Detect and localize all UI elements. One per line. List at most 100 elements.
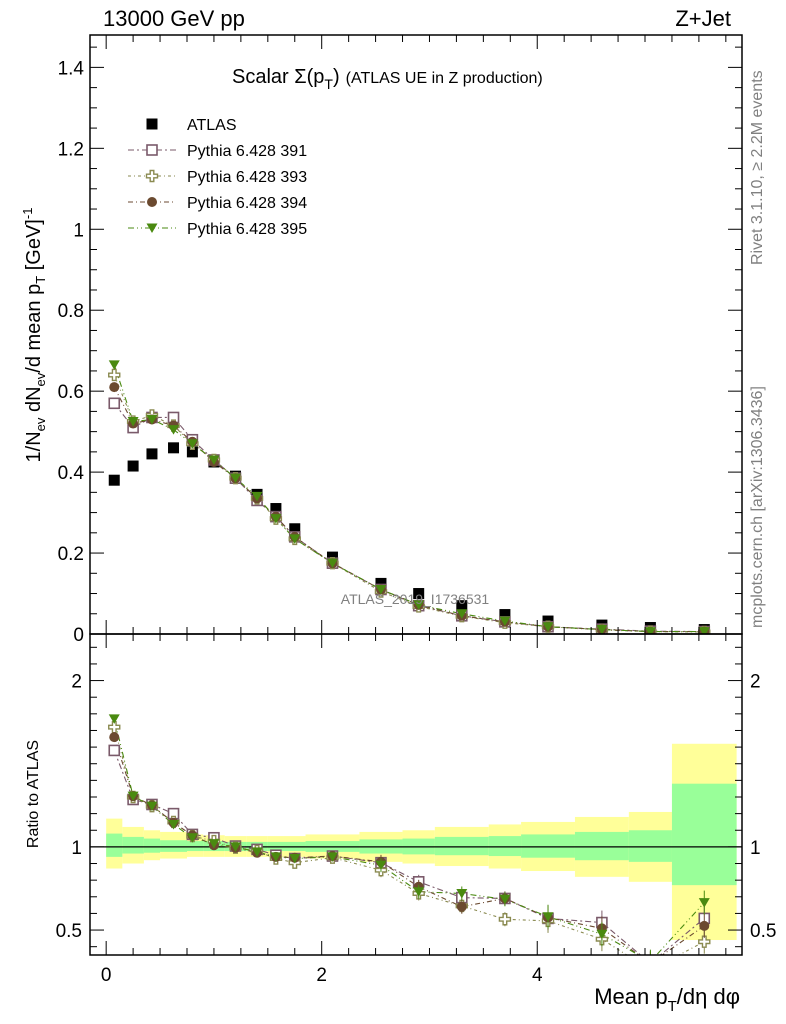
band-green-13 bbox=[434, 836, 489, 856]
ratio-point-s3-16 bbox=[596, 929, 608, 940]
rivet-label: Rivet 3.1.10, ≥ 2.2M events bbox=[749, 70, 766, 265]
ratio-panel: 0.5 0.5 1 1 2 2 0 2 4 Ratio to ATLAS Mean pT/dη … bbox=[25, 633, 776, 1015]
chart-title: Scalar Σ(pT) (ATLAS UE in Z production) bbox=[232, 66, 543, 92]
main-point-s4-10 bbox=[326, 558, 338, 569]
ratio-point-s3-5 bbox=[208, 839, 220, 849]
x-axis-label: Mean pT/dη dφ bbox=[594, 984, 740, 1015]
mcplots-label: mcplots.cern.ch [arXiv:1306.3436] bbox=[749, 386, 766, 628]
ratio-ytick-label-right: 1 bbox=[750, 838, 761, 859]
main-point-s2-0 bbox=[108, 368, 121, 382]
ratio-ytick-label-right: 0.5 bbox=[750, 921, 776, 942]
main-point-s0-0 bbox=[108, 474, 120, 486]
main-point-s0-2 bbox=[146, 448, 158, 460]
ratio-axes: 0.5 0.5 1 1 2 2 0 2 4 bbox=[56, 634, 776, 986]
ratio-point-s3-6 bbox=[229, 842, 241, 852]
ratio-point-s3-13 bbox=[456, 888, 468, 899]
ratio-point-s3-4 bbox=[186, 833, 198, 843]
main-marks bbox=[108, 360, 711, 634]
main-ytick-label: 0 bbox=[73, 625, 84, 646]
x-tick-label: 2 bbox=[316, 965, 327, 986]
ratio-point-s3-9 bbox=[289, 854, 301, 864]
ratio-point-s3-0 bbox=[108, 714, 120, 724]
main-point-s4-16 bbox=[596, 625, 608, 634]
main-point-s0-1 bbox=[127, 460, 139, 472]
ratio-point-s2-13 bbox=[456, 901, 467, 912]
band-green-16 bbox=[574, 831, 629, 861]
main-point-s4-14 bbox=[499, 616, 511, 627]
band-green-2 bbox=[143, 838, 161, 853]
ratio-point-s3-3 bbox=[168, 819, 180, 830]
legend-marker-4 bbox=[146, 223, 158, 233]
legend-label-2: Pythia 6.428 393 bbox=[187, 169, 307, 186]
legend-marker-2 bbox=[145, 169, 159, 183]
legend-label-0: ATLAS bbox=[187, 117, 237, 134]
main-ytick-label: 0.4 bbox=[58, 463, 85, 484]
ratio-point-s3-18 bbox=[698, 898, 710, 908]
main-point-s0-14 bbox=[499, 609, 511, 621]
main-point-s4-0 bbox=[108, 360, 120, 370]
ratio-marks bbox=[108, 714, 711, 975]
main-point-s4-4 bbox=[186, 439, 198, 449]
legend-label-4: Pythia 6.428 395 bbox=[187, 221, 307, 238]
ratio-point-s1-14 bbox=[498, 913, 512, 926]
ratio-point-s0-17 bbox=[645, 958, 655, 968]
legend-label-1: Pythia 6.428 391 bbox=[187, 143, 307, 160]
watermark: ATLAS_2019_I1736531 bbox=[341, 591, 490, 607]
ratio-point-s0-0 bbox=[108, 744, 121, 757]
main-ytick-label: 1.2 bbox=[58, 139, 84, 160]
main-point-s0-12 bbox=[413, 588, 425, 600]
ratio-point-s2-0 bbox=[109, 732, 120, 743]
main-point-s0-8 bbox=[270, 503, 282, 515]
legend-marker-3 bbox=[147, 197, 157, 207]
main-point-s1-0 bbox=[108, 397, 121, 410]
main-point-s4-2 bbox=[146, 414, 158, 425]
main-point-s0-9 bbox=[289, 523, 301, 535]
main-point-s4-1 bbox=[127, 417, 139, 427]
band-green-4 bbox=[186, 841, 204, 852]
ratio-point-s3-15 bbox=[542, 912, 554, 922]
ratio-point-s1-18 bbox=[698, 935, 711, 948]
main-ylabel: 1/Nev dNev/d mean pT [GeV]-1 bbox=[20, 208, 48, 463]
main-ytick-label: 0.8 bbox=[58, 301, 84, 322]
header-right: Z+Jet bbox=[675, 6, 731, 31]
band-green-18 bbox=[671, 783, 737, 886]
main-ytick-label: 0.6 bbox=[58, 382, 84, 403]
main-point-s0-3 bbox=[168, 442, 180, 454]
legend-label-3: Pythia 6.428 394 bbox=[187, 195, 307, 212]
band-green-1 bbox=[122, 836, 144, 854]
ratio-ytick-label-left: 2 bbox=[71, 672, 82, 693]
ratio-point-s3-14 bbox=[499, 894, 511, 905]
band-green-3 bbox=[160, 840, 187, 852]
legend-marker-1 bbox=[146, 144, 158, 156]
main-point-s4-5 bbox=[208, 455, 220, 465]
x-tick-label: 4 bbox=[532, 965, 543, 986]
ratio-point-s1-17 bbox=[645, 964, 656, 975]
main-point-s3-0 bbox=[109, 382, 120, 393]
main-point-s4-9 bbox=[289, 534, 301, 544]
ratio-point-s3-1 bbox=[127, 791, 139, 802]
main-point-s4-13 bbox=[456, 609, 468, 619]
ratio-point-s2-17 bbox=[645, 958, 655, 968]
band-green-14 bbox=[488, 836, 522, 857]
ratio-ylabel: Ratio to ATLAS bbox=[25, 740, 42, 848]
ratio-ytick-label-left: 0.5 bbox=[56, 921, 82, 942]
main-point-s0-13 bbox=[456, 600, 468, 612]
band-green-0 bbox=[106, 833, 123, 857]
ratio-point-s3-8 bbox=[270, 852, 282, 862]
main-point-s4-12 bbox=[413, 600, 425, 610]
main-axes: 0 0.2 0.4 0.6 0.8 1 1.2 1.4 bbox=[58, 35, 742, 646]
main-point-s4-6 bbox=[229, 473, 241, 484]
ratio-point-s3-10 bbox=[326, 852, 338, 862]
band-green-17 bbox=[628, 830, 672, 862]
ratio-point-s3-12 bbox=[413, 887, 425, 897]
main-point-s4-11 bbox=[375, 584, 387, 595]
legend: ATLAS Pythia 6.428 391 Pythia 6.428 393 Pyt… bbox=[128, 117, 307, 238]
main-point-s0-11 bbox=[375, 577, 387, 589]
ratio-point-s3-11 bbox=[375, 860, 387, 871]
ratio-ytick-label-right: 2 bbox=[750, 672, 761, 693]
main-point-s4-15 bbox=[542, 622, 554, 632]
ratio-point-s3-17 bbox=[645, 957, 656, 967]
ratio-point-s3-2 bbox=[146, 801, 158, 812]
ratio-ytick-label-left: 1 bbox=[71, 838, 82, 859]
